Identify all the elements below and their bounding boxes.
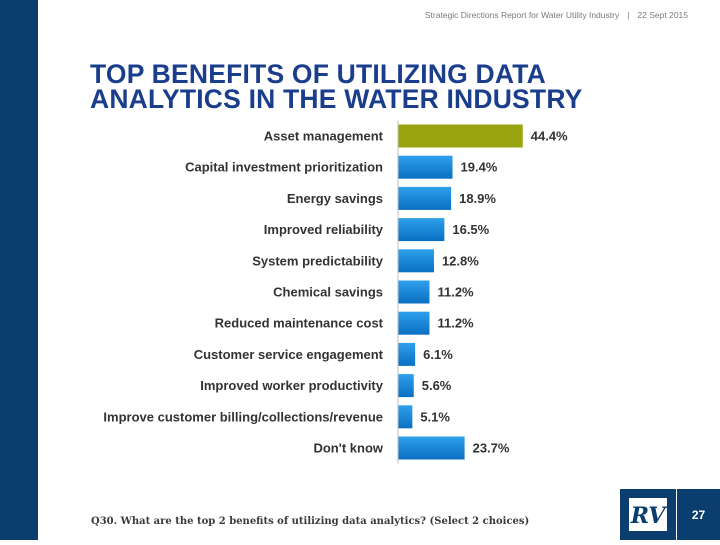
category-label: Don't know [313, 441, 383, 456]
category-label: Improve customer billing/collections/rev… [103, 409, 383, 424]
category-label: Energy savings [287, 191, 383, 206]
left-sidebar-band [0, 0, 38, 540]
bar [398, 218, 445, 242]
value-label: 44.4% [531, 129, 568, 144]
category-label: System predictability [252, 253, 384, 268]
category-label: Improved reliability [264, 222, 384, 237]
value-label: 6.1% [423, 347, 453, 362]
page-number: 27 [677, 489, 720, 540]
bar [398, 342, 416, 366]
value-label: 5.1% [420, 409, 450, 424]
value-label: 5.6% [422, 378, 452, 393]
header-separator: | [627, 10, 630, 20]
value-label: 11.2% [437, 285, 474, 300]
bar [398, 155, 453, 179]
value-label: 18.9% [459, 191, 496, 206]
value-label: 19.4% [461, 160, 498, 175]
slide-title: TOP BENEFITS OF UTILIZING DATA ANALYTICS… [90, 59, 583, 114]
logo-text: RV [630, 503, 667, 529]
category-label: Asset management [264, 129, 384, 144]
bar [398, 280, 430, 304]
survey-question-footnote: Q30. What are the top 2 benefits of util… [91, 516, 530, 527]
category-label: Improved worker productivity [200, 378, 384, 393]
value-label: 12.8% [442, 253, 479, 268]
value-label: 23.7% [473, 441, 510, 456]
bar [398, 249, 434, 273]
value-label: 11.2% [437, 316, 474, 331]
bar [398, 186, 452, 210]
category-label: Customer service engagement [194, 347, 384, 362]
company-logo: RV [620, 489, 676, 540]
bar [398, 405, 413, 429]
bar [398, 311, 430, 335]
report-date: 22 Sept 2015 [637, 10, 688, 20]
value-label: 16.5% [452, 222, 489, 237]
report-header: Strategic Directions Report for Water Ut… [425, 10, 688, 20]
category-label: Reduced maintenance cost [215, 316, 384, 331]
bar [398, 374, 414, 398]
bar-chart: Asset management 44.4% Capital investment … [103, 120, 568, 464]
bar [398, 124, 523, 148]
report-title: Strategic Directions Report for Water Ut… [424, 10, 620, 20]
category-label: Chemical savings [273, 285, 383, 300]
bar [398, 436, 465, 460]
category-label: Capital investment prioritization [185, 160, 383, 175]
rv-logo-icon: RV [629, 498, 667, 531]
bars-layer: Asset management 44.4% Capital investment … [103, 124, 568, 460]
